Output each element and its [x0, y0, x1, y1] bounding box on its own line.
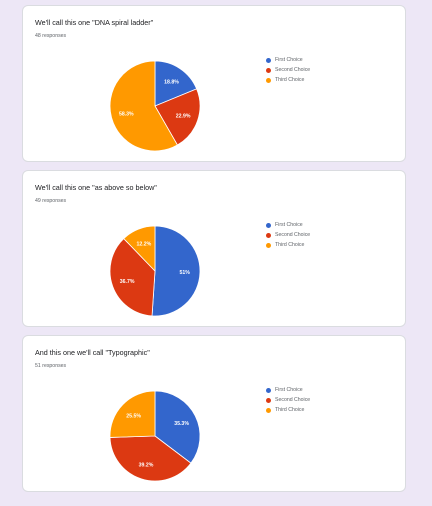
pie-label-second-choice: 36.7% [120, 279, 135, 285]
legend-label-first-choice: First Choice [275, 222, 303, 228]
legend: First Choice Second Choice Third Choice [266, 55, 310, 85]
legend-swatch-first-choice [266, 57, 271, 63]
chart-card-1: We'll call this one "DNA spiral ladder" … [22, 5, 406, 162]
pie-slice-third-choice [109, 60, 178, 152]
pie-slice-third-choice [109, 390, 156, 438]
legend-label-third-choice: Third Choice [275, 77, 305, 83]
pie-slice-second-choice [109, 238, 156, 317]
legend-item-first-choice: First Choice [266, 385, 310, 395]
pie-slice-first-choice [154, 390, 201, 464]
legend-item-second-choice: Second Choice [266, 395, 310, 405]
legend-swatch-first-choice [266, 222, 271, 228]
legend-item-first-choice: First Choice [266, 220, 310, 230]
legend-item-second-choice: Second Choice [266, 230, 310, 240]
response-count: 49 responses [35, 198, 67, 204]
chart-card-2: We'll call this one "as above so below" … [22, 170, 406, 327]
legend-label-third-choice: Third Choice [275, 407, 305, 413]
legend-item-third-choice: Third Choice [266, 405, 310, 415]
pie-label-second-choice: 22.9% [176, 114, 191, 120]
pie-chart: 35.3% 39.2% 25.5% [109, 390, 201, 482]
pie-slice-third-choice [123, 225, 156, 272]
pie-label-third-choice: 58.3% [119, 112, 134, 118]
pie-label-third-choice: 12.2% [137, 241, 152, 247]
pie-label-first-choice: 35.3% [174, 421, 189, 427]
legend-swatch-first-choice [266, 387, 271, 393]
legend-label-first-choice: First Choice [275, 57, 303, 63]
legend-item-third-choice: Third Choice [266, 240, 310, 250]
legend-label-second-choice: Second Choice [275, 232, 311, 238]
legend-label-second-choice: Second Choice [275, 397, 311, 403]
legend: First Choice Second Choice Third Choice [266, 385, 310, 415]
pie-slice-second-choice [109, 435, 192, 482]
pie-label-first-choice: 18.8% [164, 79, 179, 85]
chart-title: We'll call this one "DNA spiral ladder" [35, 18, 154, 27]
legend-swatch-second-choice [266, 232, 271, 238]
pie-slice-first-choice [154, 60, 198, 107]
pie-label-third-choice: 25.5% [126, 413, 141, 419]
pie-slice-second-choice [154, 88, 201, 146]
legend-item-first-choice: First Choice [266, 55, 310, 65]
pie-chart: 18.8% 22.9% 58.3% [109, 60, 201, 152]
pie-chart: 51% 36.7% 12.2% [109, 225, 201, 317]
chart-card-3: And this one we'll call "Typographic" 51… [22, 335, 406, 492]
pie-label-second-choice: 39.2% [139, 462, 154, 468]
chart-title: We'll call this one "as above so below" [35, 183, 157, 192]
legend-swatch-second-choice [266, 397, 271, 403]
legend-swatch-third-choice [266, 77, 271, 83]
legend-swatch-third-choice [266, 242, 271, 248]
legend-label-second-choice: Second Choice [275, 67, 311, 73]
pie-slice-first-choice [151, 225, 201, 317]
legend-item-third-choice: Third Choice [266, 75, 310, 85]
legend-label-third-choice: Third Choice [275, 242, 305, 248]
legend-label-first-choice: First Choice [275, 387, 303, 393]
legend: First Choice Second Choice Third Choice [266, 220, 310, 250]
response-count: 51 responses [35, 363, 67, 369]
response-count: 48 responses [35, 33, 67, 39]
legend-swatch-second-choice [266, 67, 271, 73]
legend-swatch-third-choice [266, 407, 271, 413]
legend-item-second-choice: Second Choice [266, 65, 310, 75]
pie-label-first-choice: 51% [179, 270, 190, 276]
chart-title: And this one we'll call "Typographic" [35, 348, 150, 357]
